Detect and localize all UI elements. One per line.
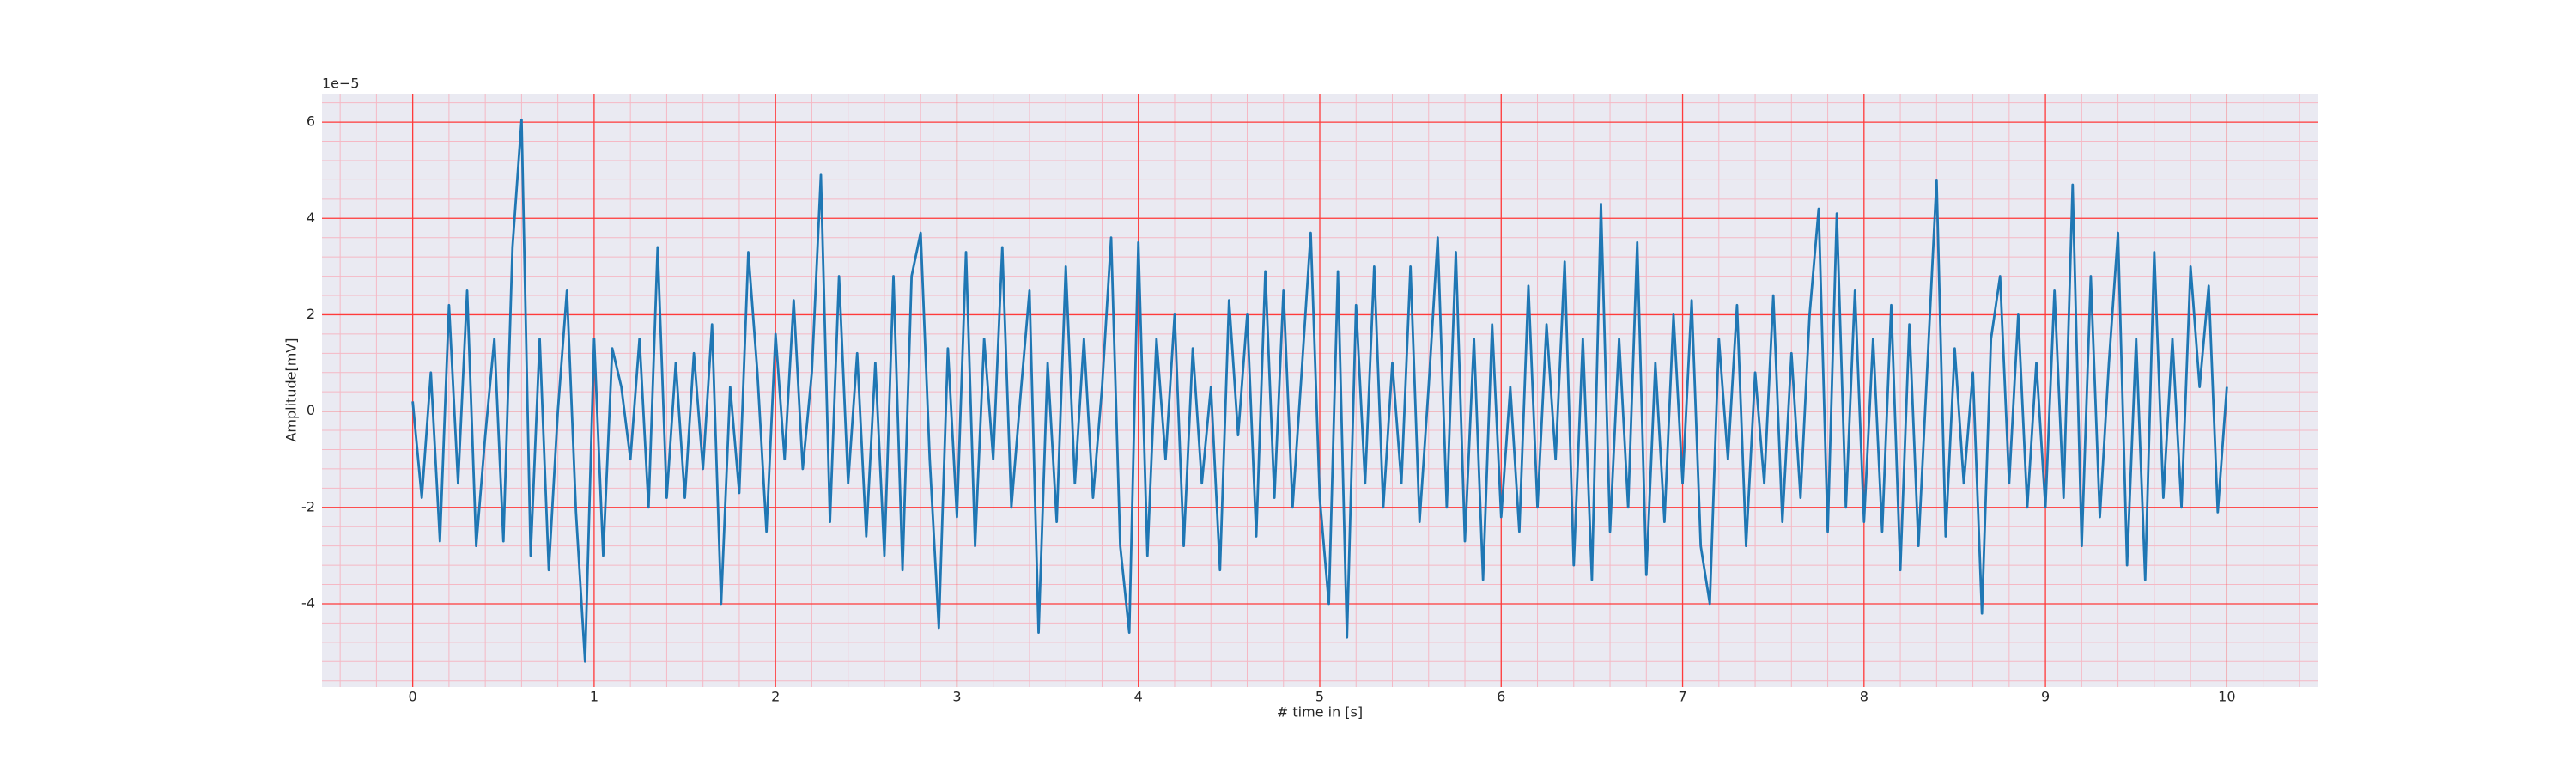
x-tick-label: 4: [1134, 689, 1143, 705]
x-tick-label: 10: [2218, 689, 2235, 705]
data-line: [411, 118, 2228, 663]
x-tick-label: 5: [1315, 689, 1324, 705]
y-tick-label: -2: [301, 498, 315, 514]
y-tick-label: 4: [307, 210, 315, 226]
x-tick-label: 2: [771, 689, 780, 705]
offset-label: 1e−5: [322, 76, 360, 92]
x-tick-label: 8: [1860, 689, 1868, 705]
y-axis-label: Amplitude[mV]: [283, 338, 300, 441]
x-tick-label: 3: [952, 689, 961, 705]
plot: [411, 118, 2228, 663]
y-tick-label: 2: [307, 306, 315, 322]
x-tick-label: 6: [1497, 689, 1505, 705]
x-axis-label: # time in [s]: [1277, 704, 1363, 721]
y-tick-label: -4: [301, 594, 315, 611]
x-tick-label: 7: [1678, 689, 1686, 705]
y-tick-label: 6: [307, 113, 315, 130]
x-tick-label: 1: [590, 689, 598, 705]
x-tick-label: 0: [409, 689, 417, 705]
y-tick-label: 0: [307, 402, 315, 418]
x-tick-label: 9: [2041, 689, 2050, 705]
